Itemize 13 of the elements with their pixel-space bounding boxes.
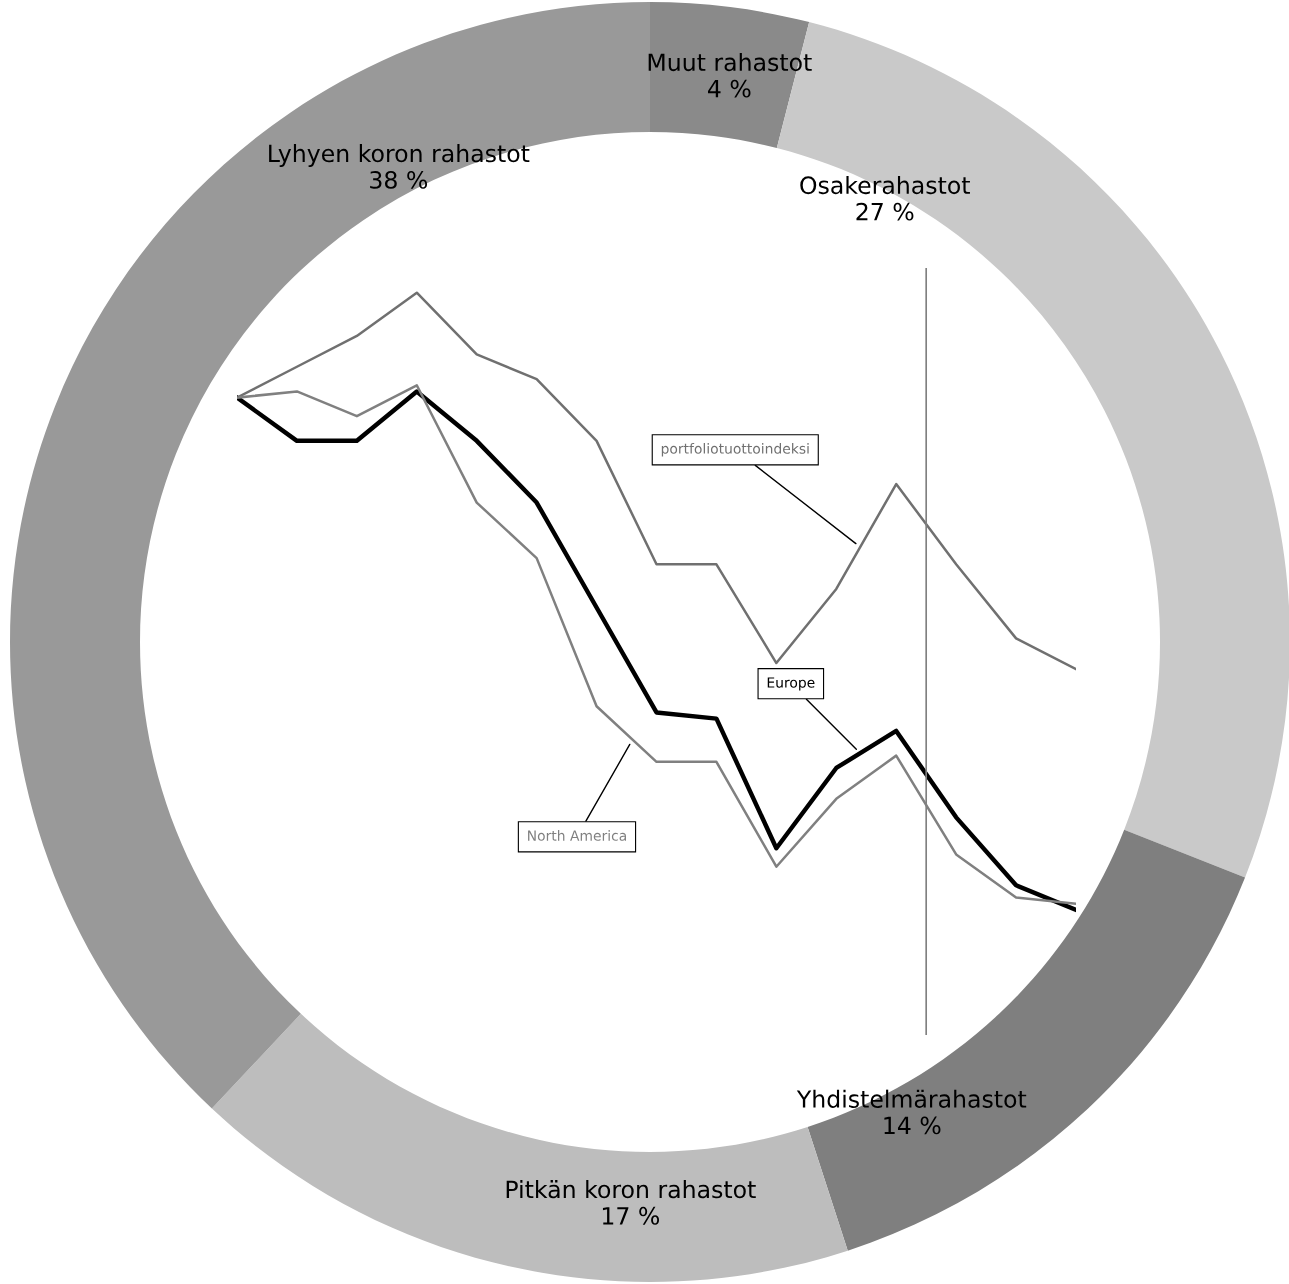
data-label: 14 % <box>884 1116 941 1135</box>
donut-slice <box>10 2 650 1109</box>
donut-slice <box>650 2 810 149</box>
slice-label: Osakerahastot <box>800 175 970 195</box>
data-label: 17 % <box>602 1206 660 1225</box>
slice-label: Pitkän koron rahastot <box>506 1180 756 1199</box>
data-label: 4 % <box>708 79 751 98</box>
data-label: 38 % <box>370 170 428 189</box>
slice-label: Muut rahastot <box>648 52 812 72</box>
data-label: 27 % <box>856 202 914 221</box>
text: Europe <box>767 677 815 691</box>
text: North America <box>528 830 626 841</box>
text: portfoliotuottoindeksi <box>661 443 809 457</box>
